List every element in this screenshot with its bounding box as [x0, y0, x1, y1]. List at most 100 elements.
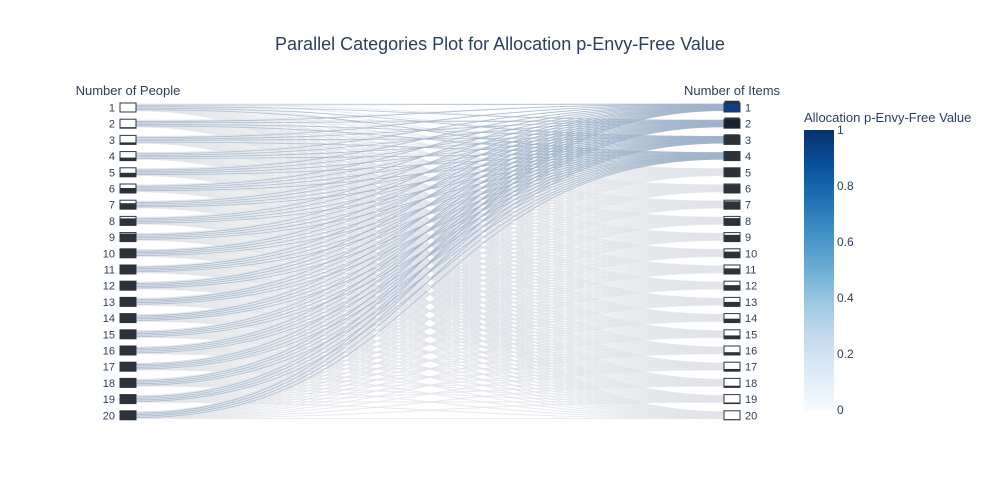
link-highlighted: [135, 139, 725, 255]
link-highlighted: [135, 139, 725, 271]
link-highlighted: [135, 158, 725, 418]
category-box[interactable]: [119, 264, 137, 275]
category-box[interactable]: [723, 264, 741, 275]
category-label: 4: [745, 151, 751, 163]
link-highlighted: [135, 141, 725, 352]
category-box[interactable]: [119, 345, 137, 356]
link-muted: [135, 288, 725, 417]
category-label: 18: [745, 378, 757, 390]
category-box[interactable]: [119, 296, 137, 307]
category-label: 14: [103, 313, 115, 325]
category-box[interactable]: [119, 134, 137, 145]
category-box[interactable]: [723, 280, 741, 291]
link-muted: [135, 336, 725, 418]
category-box[interactable]: [119, 167, 137, 178]
category-label: 3: [745, 135, 751, 147]
category-box[interactable]: [119, 361, 137, 372]
category-box[interactable]: [119, 151, 137, 162]
category-box[interactable]: [119, 329, 137, 340]
link-highlighted: [135, 106, 725, 220]
link-highlighted: [135, 126, 725, 415]
link-highlighted: [135, 141, 725, 385]
category-box[interactable]: [119, 118, 137, 129]
link-muted: [135, 369, 725, 418]
link-highlighted: [135, 105, 725, 171]
category-box[interactable]: [723, 232, 741, 243]
link-highlighted: [135, 157, 725, 337]
category-label: 20: [103, 410, 115, 422]
link-muted: [135, 223, 725, 415]
link-highlighted: [135, 104, 725, 139]
category-box[interactable]: [723, 199, 741, 210]
category-label: 13: [103, 297, 115, 309]
category-box[interactable]: [119, 280, 137, 291]
category-label: 14: [745, 313, 757, 325]
category-box[interactable]: [723, 167, 741, 178]
link-muted: [135, 255, 725, 416]
category-box[interactable]: [723, 313, 741, 324]
category-label: 1: [109, 103, 115, 115]
category-box[interactable]: [119, 199, 137, 210]
link-highlighted: [135, 125, 725, 351]
link-muted: [135, 353, 725, 418]
category-label: 8: [745, 216, 751, 228]
link-highlighted: [135, 107, 725, 268]
link-highlighted: [135, 107, 725, 284]
link-highlighted: [135, 124, 725, 302]
category-box[interactable]: [119, 410, 137, 421]
category-box[interactable]: [723, 183, 741, 194]
link-highlighted: [135, 140, 725, 304]
category-box[interactable]: [723, 345, 741, 356]
category-label: 10: [745, 248, 757, 260]
link-highlighted: [135, 108, 725, 349]
category-label: 7: [745, 200, 751, 212]
category-box[interactable]: [119, 183, 137, 194]
category-box[interactable]: [119, 215, 137, 226]
category-label: 9: [109, 232, 115, 244]
category-box[interactable]: [119, 248, 137, 259]
category-box[interactable]: [723, 394, 741, 405]
category-label: 2: [109, 119, 115, 131]
link-highlighted: [135, 123, 725, 286]
category-box[interactable]: [119, 232, 137, 243]
category-label: 12: [745, 281, 757, 293]
category-label: 13: [745, 297, 757, 309]
category-box[interactable]: [723, 215, 741, 226]
category-box[interactable]: [119, 394, 137, 405]
link-highlighted: [135, 158, 725, 386]
link-highlighted: [135, 109, 725, 398]
category-label: 8: [109, 216, 115, 228]
category-box[interactable]: [723, 248, 741, 259]
category-box[interactable]: [723, 151, 741, 162]
category-box[interactable]: [119, 102, 137, 113]
category-label: 2: [745, 119, 751, 131]
category-box[interactable]: [119, 377, 137, 388]
category-label: 5: [109, 167, 115, 179]
link-highlighted: [135, 106, 725, 236]
link-highlighted: [135, 105, 725, 203]
category-label: 17: [103, 362, 115, 374]
dimension-label-people: Number of People: [76, 83, 181, 98]
category-box[interactable]: [723, 329, 741, 340]
category-highlight: [724, 103, 740, 112]
category-label: 15: [103, 329, 115, 341]
category-box[interactable]: [723, 361, 741, 372]
category-label: 9: [745, 232, 751, 244]
link-highlighted: [135, 106, 725, 252]
colorbar-tick-label: 1: [837, 123, 844, 137]
link-highlighted: [135, 154, 725, 224]
dimension-label-items: Number of Items: [684, 83, 781, 98]
category-box[interactable]: [723, 296, 741, 307]
link-highlighted: [135, 107, 725, 301]
category-box[interactable]: [723, 377, 741, 388]
category-label: 16: [745, 346, 757, 358]
category-box[interactable]: [723, 134, 741, 145]
link-highlighted: [135, 139, 725, 287]
link-highlighted: [135, 123, 725, 270]
link-highlighted: [135, 138, 725, 223]
link-highlighted: [135, 109, 725, 365]
category-box[interactable]: [119, 313, 137, 324]
category-box[interactable]: [723, 410, 741, 421]
chart-title: Parallel Categories Plot for Allocation …: [275, 34, 725, 54]
